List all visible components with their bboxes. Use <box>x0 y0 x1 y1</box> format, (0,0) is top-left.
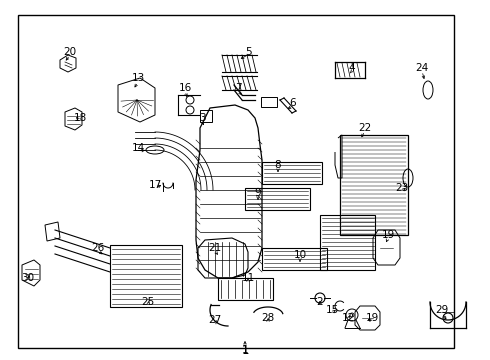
Text: 11: 11 <box>242 273 255 283</box>
Text: 29: 29 <box>436 305 449 315</box>
Text: 22: 22 <box>358 123 371 133</box>
Text: 1: 1 <box>242 345 248 355</box>
Text: 2: 2 <box>317 297 323 307</box>
Text: 28: 28 <box>261 313 274 323</box>
Text: 9: 9 <box>255 188 261 198</box>
Text: 30: 30 <box>22 273 35 283</box>
Text: 14: 14 <box>131 143 145 153</box>
Text: 4: 4 <box>349 63 355 73</box>
Bar <box>262 248 327 270</box>
Bar <box>218 278 273 300</box>
Text: 24: 24 <box>416 63 429 73</box>
Text: 19: 19 <box>381 230 394 240</box>
Text: 12: 12 <box>342 313 355 323</box>
Text: 20: 20 <box>63 47 76 57</box>
Bar <box>262 162 322 184</box>
Bar <box>340 135 408 235</box>
Text: 1: 1 <box>241 343 249 356</box>
Text: 5: 5 <box>245 47 251 57</box>
Bar <box>200 110 212 122</box>
Bar <box>245 188 310 210</box>
Bar <box>320 215 375 270</box>
Text: 13: 13 <box>131 73 145 83</box>
Text: 25: 25 <box>142 297 155 307</box>
Text: 6: 6 <box>290 98 296 108</box>
Text: 23: 23 <box>395 183 409 193</box>
Text: 19: 19 <box>366 313 379 323</box>
Text: 10: 10 <box>294 250 307 260</box>
Text: 16: 16 <box>178 83 192 93</box>
Text: 21: 21 <box>208 243 221 253</box>
Text: 15: 15 <box>325 305 339 315</box>
Bar <box>18 15 454 348</box>
Text: 17: 17 <box>148 180 162 190</box>
Text: 8: 8 <box>275 160 281 170</box>
Text: 7: 7 <box>235 83 241 93</box>
Text: 3: 3 <box>198 113 205 123</box>
Text: 18: 18 <box>74 113 87 123</box>
Text: 27: 27 <box>208 315 221 325</box>
Text: 26: 26 <box>91 243 105 253</box>
Bar <box>110 245 182 307</box>
Bar <box>261 97 277 107</box>
